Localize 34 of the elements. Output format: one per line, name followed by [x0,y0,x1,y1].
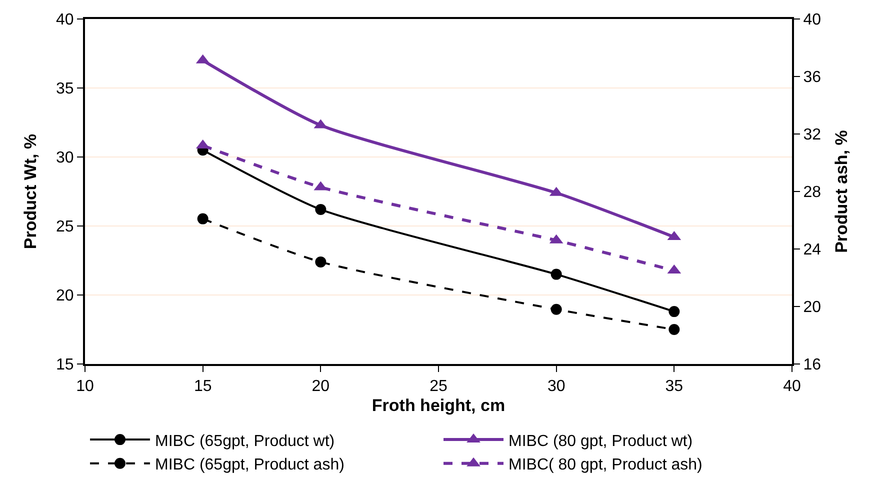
point [668,324,680,335]
x-tick-label: 40 [783,378,801,396]
x-tick-label: 15 [194,378,212,396]
y2-axis-title: Product ash, % [832,130,851,253]
point [668,306,680,318]
legend-label: MIBC (65gpt, Product ash) [155,456,344,474]
y-tick-label: 30 [56,150,74,167]
y2-tick-label: 32 [803,126,822,144]
y-axis-title: Product Wt, % [21,134,40,250]
y-tick-label: 25 [56,218,74,236]
y2-tick-label: 36 [803,69,822,86]
legend-label: MIBC (65gpt, Product wt) [155,432,335,450]
y2-tick-label: 16 [803,356,822,374]
y2-tick-label: 24 [803,242,822,259]
y2-tick-label: 40 [803,12,822,29]
x-tick-label: 10 [76,378,94,396]
y-tick-label: 40 [56,12,74,29]
point [315,256,326,268]
x-tick-label: 25 [430,378,448,396]
y-tick-label: 35 [56,80,74,98]
point [550,268,562,280]
x-tick-label: 30 [547,378,566,396]
point [197,213,208,224]
x-tick-label: 20 [312,378,330,396]
x-tick-label: 35 [665,378,684,396]
y-tick-label: 20 [56,288,74,305]
x-axis-title: Froth height, cm [372,396,506,416]
y2-tick-label: 20 [803,299,822,316]
y-tick-label: 15 [56,356,74,374]
point [315,204,326,215]
y2-tick-label: 28 [803,184,822,202]
legend-label: MIBC (80 gpt, Product wt) [508,432,693,450]
point [550,304,562,315]
legend-label: MIBC( 80 gpt, Product ash) [508,456,702,474]
